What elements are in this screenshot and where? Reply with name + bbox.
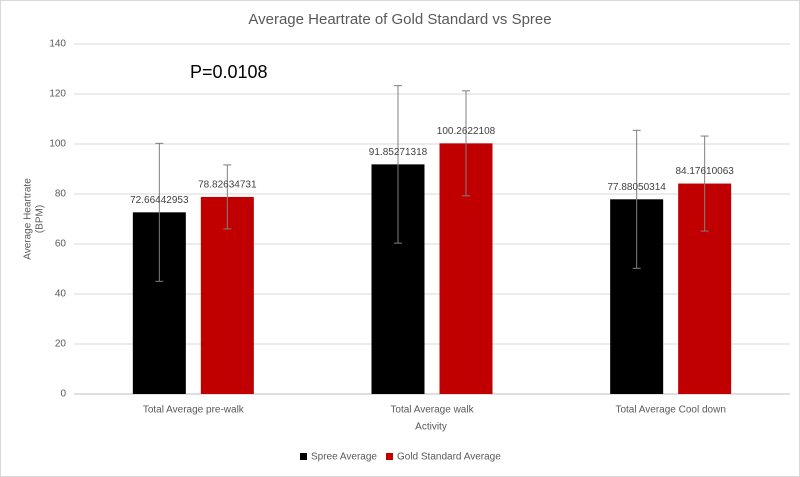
error-bar — [155, 142, 164, 282]
data-label: 77.88050314 — [607, 182, 666, 193]
legend-label: Spree Average — [311, 452, 377, 463]
data-label: 100.2622108 — [437, 126, 496, 137]
bar — [200, 196, 254, 394]
y-tick-label: 20 — [55, 339, 67, 350]
legend-swatch — [300, 453, 307, 460]
y-axis-title: (BPM) — [35, 205, 46, 233]
y-tick-label: 40 — [55, 289, 67, 300]
annotation: P=0.0108 — [190, 62, 268, 82]
x-axis-title: Activity — [415, 422, 447, 433]
y-tick-label: 120 — [49, 89, 66, 100]
data-label: 78.82634731 — [198, 180, 257, 191]
chart-title: Average Heartrate of Gold Standard vs Sp… — [248, 11, 551, 28]
x-tick-label: Total Average walk — [390, 405, 474, 416]
x-tick-label: Total Average Cool down — [615, 405, 725, 416]
data-label: 84.17610063 — [675, 166, 734, 177]
error-bar — [223, 164, 232, 230]
y-tick-label: 100 — [49, 139, 66, 150]
error-bar — [700, 135, 709, 232]
y-tick-label: 60 — [55, 239, 67, 250]
data-label: 72.66442953 — [130, 195, 189, 206]
data-label: 91.85271318 — [369, 147, 428, 158]
legend-swatch — [385, 453, 393, 460]
y-tick-label: 0 — [60, 389, 66, 400]
y-tick-label: 80 — [55, 189, 67, 200]
x-tick-label: Total Average pre-walk — [143, 405, 245, 416]
y-axis-title: Average Heartrate — [23, 178, 34, 260]
error-bar — [462, 90, 470, 197]
legend-label: Gold Standard Average — [397, 452, 501, 463]
error-bar — [632, 129, 641, 269]
y-tick-label: 140 — [49, 39, 66, 50]
error-bar — [394, 85, 402, 244]
